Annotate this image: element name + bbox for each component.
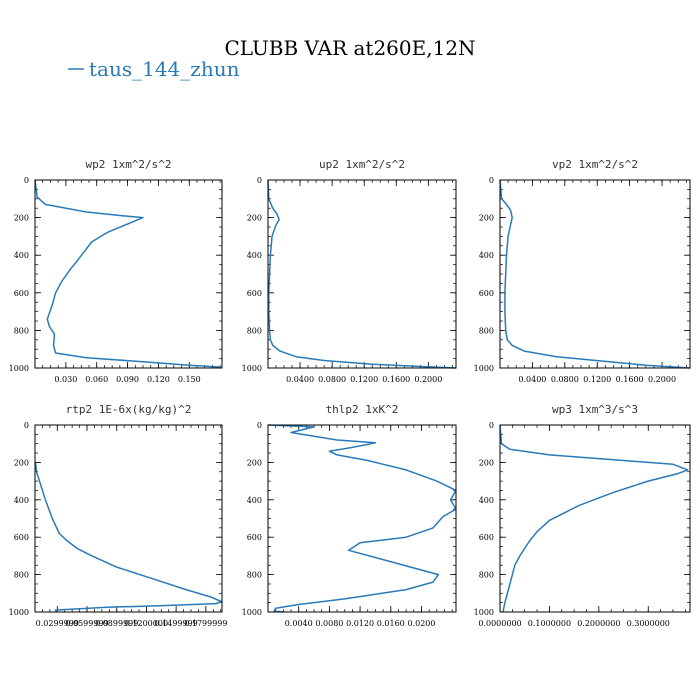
- legend: taus_144_zhun: [68, 57, 240, 81]
- y-tick-label: 400: [14, 496, 29, 505]
- subplot-grid: wp2 1xm^2/s^2 0 200 400 600 800 1000 0.030 0.060…: [9, 158, 691, 628]
- subplot-title: up2 1xm^2/s^2: [319, 158, 405, 171]
- y-tick-label: 800: [14, 326, 29, 335]
- x-tick-label: 0.060: [85, 375, 108, 384]
- y-tick-label: 400: [247, 251, 262, 260]
- x-tick-label: 0.0200: [407, 619, 435, 628]
- series-line: [34, 462, 223, 613]
- x-tick-label: 0.0080: [315, 619, 343, 628]
- plot-frame: [499, 179, 691, 369]
- x-tick-label: 0.1600: [382, 375, 410, 384]
- x-tick-label: 0.1200: [350, 375, 378, 384]
- plot-frame: [34, 424, 223, 613]
- plot-frame: [267, 424, 457, 613]
- x-tick-label: 0.0599999: [65, 619, 108, 628]
- y-tick-label: 600: [247, 533, 262, 542]
- y-tick-label: 0: [24, 421, 29, 430]
- y-tick-label: 200: [247, 214, 262, 223]
- x-tick-label: 0.0299999: [36, 619, 79, 628]
- x-tick-label: 0.1200000: [125, 619, 168, 628]
- y-tick-label: 600: [14, 533, 29, 542]
- y-tick-label: 200: [14, 214, 29, 223]
- x-tick-label: 0.2000000: [577, 619, 620, 628]
- series-line: [499, 179, 690, 369]
- x-tick-label: 0.2000: [414, 375, 442, 384]
- y-tick-label: 200: [14, 458, 29, 467]
- y-tick-label: 600: [14, 289, 29, 298]
- x-tick-label: 0.150: [178, 375, 201, 384]
- y-tick-label: 600: [479, 533, 494, 542]
- x-tick-label: 0.1600: [616, 375, 644, 384]
- legend-label: taus_144_zhun: [89, 57, 240, 81]
- y-tick-label: 0: [257, 421, 262, 430]
- plot-frame: [267, 179, 457, 369]
- y-tick-label: 1000: [9, 608, 29, 617]
- x-tick-label: 0.1799999: [184, 619, 227, 628]
- subplot-title: wp3 1xm^3/s^3: [552, 403, 638, 416]
- subplot-title: vp2 1xm^2/s^2: [552, 158, 638, 171]
- subplot: up2 1xm^2/s^2 0 200 400 600 800 1000 0.0400 0.08…: [242, 158, 457, 384]
- x-tick-label: 0.0800: [318, 375, 346, 384]
- x-tick-label: 0.1000000: [528, 619, 571, 628]
- x-tick-label: 0.0899999: [95, 619, 138, 628]
- x-tick-label: 0.0000000: [478, 619, 521, 628]
- subplot: thlp2 1xK^2 0 200 400 600 800 1000 0.0040 0.0080…: [242, 403, 457, 628]
- figure-title: CLUBB VAR at260E,12N: [224, 36, 475, 60]
- y-tick-label: 400: [479, 251, 494, 260]
- y-tick-label: 0: [24, 176, 29, 185]
- y-tick-label: 400: [479, 496, 494, 505]
- subplot-title: rtp2 1E-6x(kg/kg)^2: [66, 403, 192, 416]
- y-tick-label: 1000: [474, 608, 494, 617]
- y-tick-label: 800: [479, 326, 494, 335]
- subplot: vp2 1xm^2/s^2 0 200 400 600 800 1000 0.0400 0.08…: [474, 158, 691, 384]
- y-tick-label: 800: [479, 571, 494, 580]
- y-tick-label: 1000: [242, 608, 262, 617]
- x-tick-label: 0.0400: [518, 375, 546, 384]
- y-tick-label: 800: [14, 571, 29, 580]
- subplot-title: thlp2 1xK^2: [326, 403, 399, 416]
- y-tick-label: 1000: [242, 364, 262, 373]
- x-tick-label: 0.0160: [377, 619, 405, 628]
- plot-frame: [34, 179, 223, 369]
- y-tick-label: 200: [247, 458, 262, 467]
- y-tick-label: 800: [247, 571, 262, 580]
- series-line: [499, 424, 689, 613]
- subplot: wp2 1xm^2/s^2 0 200 400 600 800 1000 0.030 0.060…: [9, 158, 223, 384]
- y-tick-label: 1000: [474, 364, 494, 373]
- y-tick-label: 400: [247, 496, 262, 505]
- series-line: [267, 179, 456, 369]
- y-tick-label: 200: [479, 458, 494, 467]
- y-tick-label: 200: [479, 214, 494, 223]
- subplot: rtp2 1E-6x(kg/kg)^2 0 200 400 600 800 1000 0.02…: [9, 403, 228, 628]
- x-tick-label: 0.2000: [648, 375, 676, 384]
- x-tick-label: 0.1499999: [155, 619, 198, 628]
- y-tick-label: 0: [489, 176, 494, 185]
- plot-frame: [499, 424, 691, 613]
- subplot-title: wp2 1xm^2/s^2: [85, 158, 171, 171]
- series-line: [34, 179, 222, 368]
- series-line: [267, 424, 457, 613]
- x-tick-label: 0.0800: [551, 375, 579, 384]
- x-tick-label: 0.090: [116, 375, 139, 384]
- x-tick-label: 0.0400: [286, 375, 314, 384]
- y-tick-label: 600: [247, 289, 262, 298]
- y-tick-label: 1000: [9, 364, 29, 373]
- x-tick-label: 0.0120: [346, 619, 374, 628]
- y-tick-label: 400: [14, 251, 29, 260]
- y-tick-label: 0: [257, 176, 262, 185]
- x-tick-label: 0.120: [147, 375, 170, 384]
- subplot: wp3 1xm^3/s^3 0 200 400 600 800 1000 0.0000000 0…: [474, 403, 691, 628]
- y-tick-label: 600: [479, 289, 494, 298]
- x-tick-label: 0.0040: [285, 619, 313, 628]
- x-tick-label: 0.3000000: [627, 619, 670, 628]
- y-tick-label: 800: [247, 326, 262, 335]
- x-tick-label: 0.1200: [583, 375, 611, 384]
- x-tick-label: 0.030: [54, 375, 77, 384]
- y-tick-label: 0: [489, 421, 494, 430]
